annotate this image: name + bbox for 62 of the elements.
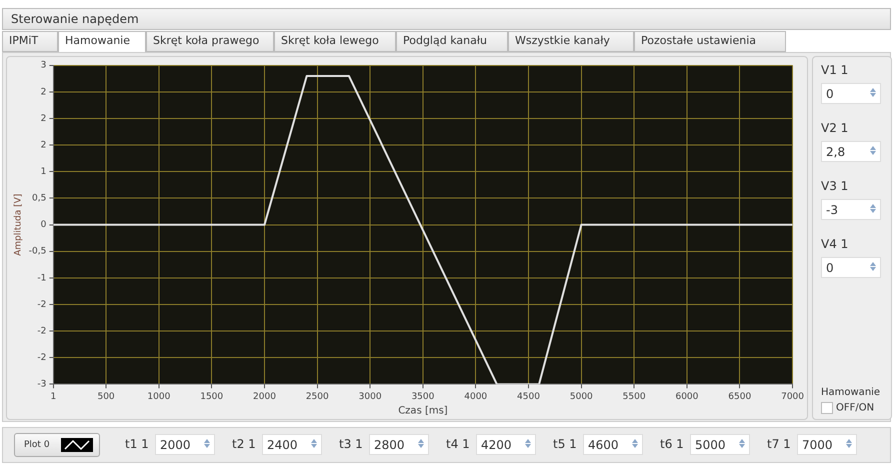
text: -3	[821, 199, 881, 220]
text: V4 1	[821, 237, 848, 251]
x-tick-label: 500	[97, 392, 115, 402]
x-tick-label: 4500	[517, 392, 540, 402]
x-tick-label: 1	[50, 392, 56, 402]
x-tick-label: 6000	[675, 392, 699, 402]
x-tick-label: 1500	[200, 392, 224, 402]
text: Plot 0	[14, 433, 100, 457]
y-tick-label: 3	[40, 60, 46, 71]
text: t3 1	[339, 437, 363, 451]
y-axis-title: Amplituda [V]	[14, 194, 24, 256]
x-tick-label: 5500	[622, 392, 646, 402]
y-tick-label: 2	[40, 140, 46, 150]
text: 0	[821, 257, 881, 278]
text: 2800	[369, 434, 429, 455]
y-tick-label: -2	[37, 352, 46, 363]
y-tick-label: 2	[40, 114, 46, 124]
text: 0	[821, 83, 881, 104]
y-tick-label: 2	[40, 87, 46, 98]
text: Wszystkie kanały	[508, 31, 634, 52]
text: 4600	[583, 434, 643, 455]
x-axis-title: Czas [ms]	[398, 406, 448, 417]
y-tick-label: -1	[37, 273, 46, 284]
x-tick-label: 4000	[464, 392, 488, 402]
y-tick-label: 0	[40, 220, 47, 230]
text: Sterowanie napędem	[2, 8, 891, 30]
text: t1 1	[125, 437, 149, 451]
text: V3 1	[821, 179, 848, 193]
x-tick-label: 5000	[570, 392, 594, 402]
text: t4 1	[446, 437, 470, 451]
text: OFF/ON	[835, 402, 874, 414]
x-tick-label: 6500	[728, 392, 752, 402]
text: V1 1	[821, 63, 848, 77]
x-tick-label: 2500	[306, 392, 330, 402]
text: t5 1	[553, 437, 577, 451]
text: 2400	[262, 434, 322, 455]
x-tick-label: 1000	[147, 392, 171, 402]
text: V2 1	[821, 121, 848, 135]
text: 2000	[155, 434, 215, 455]
text: Podgląd kanału	[396, 31, 508, 52]
y-tick-label: 1	[40, 167, 46, 178]
text: 4200	[476, 434, 536, 455]
text: t7 1	[767, 437, 791, 451]
y-tick-label: -2	[37, 300, 46, 310]
y-tick-label: -0,5	[28, 246, 46, 257]
y-tick-label: 0,5	[32, 194, 46, 204]
x-tick-label: 3000	[358, 392, 382, 402]
text: Hamowanie	[821, 387, 880, 398]
x-tick-label: 3500	[411, 392, 435, 402]
text: IPMiT	[2, 31, 58, 52]
y-tick-label: -3	[37, 380, 46, 390]
x-tick-label: 7000	[781, 392, 804, 402]
text: 7000	[797, 434, 857, 455]
text: Skręt koła prawego	[146, 31, 274, 52]
text: Pozostałe ustawienia	[634, 31, 786, 52]
text: 2,8	[821, 141, 881, 162]
text: 5000	[690, 434, 750, 455]
x-tick-label: 2000	[253, 392, 276, 402]
text: t6 1	[660, 437, 684, 451]
text: t2 1	[232, 437, 256, 451]
text: Skręt koła lewego	[274, 31, 396, 52]
y-tick-label: -2	[37, 326, 46, 336]
